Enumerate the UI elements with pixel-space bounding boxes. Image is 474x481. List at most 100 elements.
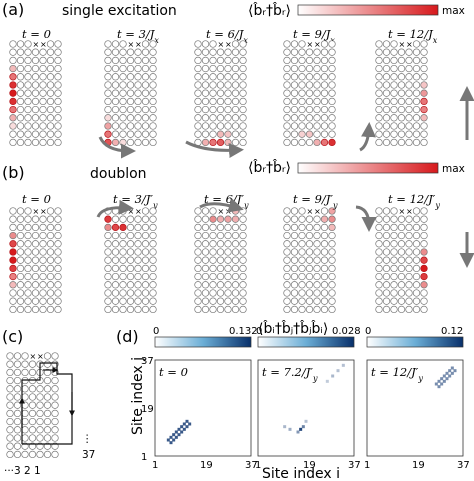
missing-site: × xyxy=(314,40,321,49)
lattice-site xyxy=(305,264,314,273)
lattice-site xyxy=(111,40,120,48)
lattice-site xyxy=(24,122,32,130)
lattice-site xyxy=(43,368,52,377)
lattice-site xyxy=(239,289,247,297)
lattice-site xyxy=(382,305,391,314)
lattice-site xyxy=(6,352,14,360)
lattice-site xyxy=(9,105,17,114)
lattice-site xyxy=(305,231,314,240)
lattice-site xyxy=(43,352,52,360)
lattice-site xyxy=(305,130,314,138)
lattice-site xyxy=(405,264,413,273)
a-lattice-0: × × xyxy=(9,40,62,147)
lattice-site xyxy=(412,105,421,114)
lattice-site xyxy=(216,223,225,232)
lattice-site xyxy=(43,393,52,401)
lattice-site xyxy=(54,130,62,138)
lattice-site xyxy=(216,297,225,305)
lattice-site xyxy=(104,40,112,48)
lattice-site xyxy=(16,48,25,56)
lattice-site xyxy=(375,256,383,264)
lattice-site xyxy=(397,114,406,122)
lattice-site xyxy=(320,130,329,138)
missing-site: × xyxy=(33,207,40,216)
lattice-site xyxy=(313,281,321,289)
lattice-site xyxy=(412,223,421,232)
lattice-site xyxy=(39,138,47,147)
d-heatmap-frame-2 xyxy=(366,359,464,457)
missing-site: × xyxy=(225,40,232,49)
lattice-site xyxy=(216,248,225,256)
lattice-site xyxy=(51,376,59,385)
lattice-site xyxy=(328,89,336,97)
lattice-site xyxy=(119,130,127,138)
lattice-site xyxy=(46,40,55,48)
lattice-site xyxy=(119,281,127,289)
missing-site: × xyxy=(225,207,232,216)
lattice-site xyxy=(397,81,406,89)
lattice-site xyxy=(24,105,32,114)
lattice-site xyxy=(216,281,225,289)
lattice-site xyxy=(290,281,299,289)
lattice-site xyxy=(16,130,25,138)
lattice-site xyxy=(397,138,406,147)
lattice-site xyxy=(134,56,142,65)
lattice-site xyxy=(397,122,406,130)
lattice-site xyxy=(328,305,336,314)
lattice-site xyxy=(31,231,40,240)
lattice-site xyxy=(290,272,299,281)
lattice-site xyxy=(209,264,217,273)
lattice-site xyxy=(231,289,240,297)
lattice-site xyxy=(6,442,14,450)
lattice-site xyxy=(328,231,336,240)
lattice-site xyxy=(51,426,59,434)
lattice-site xyxy=(397,130,406,138)
lattice-site xyxy=(21,368,29,377)
lattice-site xyxy=(283,130,291,138)
lattice-site xyxy=(16,138,25,147)
lattice-site xyxy=(305,297,314,305)
lattice-site xyxy=(305,223,314,232)
lattice-site xyxy=(375,114,383,122)
lattice-site xyxy=(194,130,202,138)
lattice-site xyxy=(216,114,225,122)
lattice-site xyxy=(54,97,62,106)
lattice-site xyxy=(141,223,150,232)
lattice-site xyxy=(209,130,217,138)
lattice-site xyxy=(39,215,47,223)
lattice-site xyxy=(126,264,135,273)
lattice-site xyxy=(412,297,421,305)
lattice-site xyxy=(420,264,428,273)
d-colorbar-min-1: 0 xyxy=(256,326,262,337)
lattice-site xyxy=(239,240,247,248)
lattice-site xyxy=(119,256,127,264)
lattice-site xyxy=(134,223,142,232)
lattice-site xyxy=(149,97,157,106)
lattice-site xyxy=(111,89,120,97)
lattice-site xyxy=(126,215,135,223)
lattice-site xyxy=(149,105,157,114)
lattice-site xyxy=(134,231,142,240)
lattice-site xyxy=(390,89,398,97)
lattice-site xyxy=(119,122,127,130)
lattice-site xyxy=(305,48,314,56)
lattice-site xyxy=(382,281,391,289)
lattice-site xyxy=(420,138,428,147)
lattice-site xyxy=(104,81,112,89)
lattice-site xyxy=(36,393,44,401)
lattice-site xyxy=(31,114,40,122)
lattice-site xyxy=(6,417,14,426)
lattice-site xyxy=(320,305,329,314)
lattice-site xyxy=(224,248,232,256)
lattice-site xyxy=(16,97,25,106)
lattice-site xyxy=(320,73,329,81)
lattice-site xyxy=(412,240,421,248)
lattice-site xyxy=(54,281,62,289)
lattice-site xyxy=(9,48,17,56)
lattice-site xyxy=(6,434,14,442)
c-site-labels: ···3 2 1 xyxy=(4,465,41,477)
lattice-site xyxy=(390,223,398,232)
lattice-site xyxy=(283,305,291,314)
lattice-site xyxy=(54,289,62,297)
